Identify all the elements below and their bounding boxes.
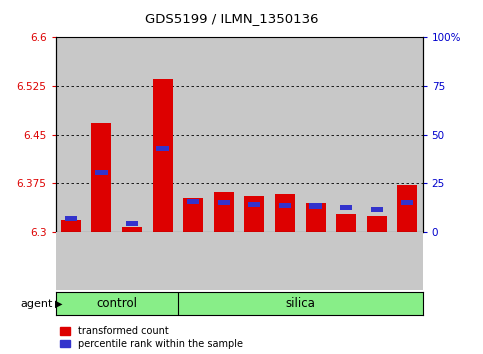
Bar: [340, 205, 352, 210]
Bar: [183, 198, 203, 232]
Bar: [300, 37, 331, 232]
Bar: [153, 79, 172, 232]
Bar: [178, 232, 209, 290]
Text: ▶: ▶: [55, 298, 63, 309]
Bar: [65, 216, 77, 222]
Bar: [275, 194, 295, 232]
Bar: [126, 221, 138, 226]
Bar: [331, 232, 361, 290]
Bar: [147, 232, 178, 290]
Bar: [361, 37, 392, 232]
Bar: [86, 232, 117, 290]
Bar: [244, 196, 264, 232]
Bar: [398, 185, 417, 232]
Bar: [306, 202, 326, 232]
Bar: [147, 37, 178, 232]
Bar: [248, 202, 260, 207]
Bar: [117, 232, 147, 290]
Bar: [214, 192, 234, 232]
Bar: [209, 232, 239, 290]
Bar: [187, 199, 199, 204]
Text: silica: silica: [285, 297, 315, 310]
Text: control: control: [96, 297, 137, 310]
Bar: [122, 227, 142, 232]
Bar: [156, 146, 169, 152]
Bar: [310, 203, 322, 209]
Bar: [178, 37, 209, 232]
Bar: [401, 200, 413, 205]
Bar: [361, 232, 392, 290]
Bar: [392, 232, 423, 290]
Bar: [91, 123, 112, 232]
Bar: [336, 214, 356, 232]
Bar: [270, 232, 300, 290]
Text: GDS5199 / ILMN_1350136: GDS5199 / ILMN_1350136: [145, 12, 319, 25]
Bar: [56, 232, 86, 290]
Bar: [239, 232, 270, 290]
Text: agent: agent: [21, 298, 53, 309]
Bar: [331, 37, 361, 232]
Bar: [239, 37, 270, 232]
Bar: [86, 37, 117, 232]
Bar: [300, 232, 331, 290]
Bar: [392, 37, 423, 232]
Bar: [218, 200, 230, 205]
Bar: [209, 37, 239, 232]
Bar: [117, 37, 147, 232]
Bar: [56, 37, 86, 232]
Bar: [270, 37, 300, 232]
Bar: [370, 206, 383, 212]
Legend: transformed count, percentile rank within the sample: transformed count, percentile rank withi…: [60, 326, 243, 349]
Bar: [367, 216, 387, 232]
Bar: [61, 220, 81, 232]
Bar: [279, 202, 291, 208]
Bar: [95, 170, 108, 175]
